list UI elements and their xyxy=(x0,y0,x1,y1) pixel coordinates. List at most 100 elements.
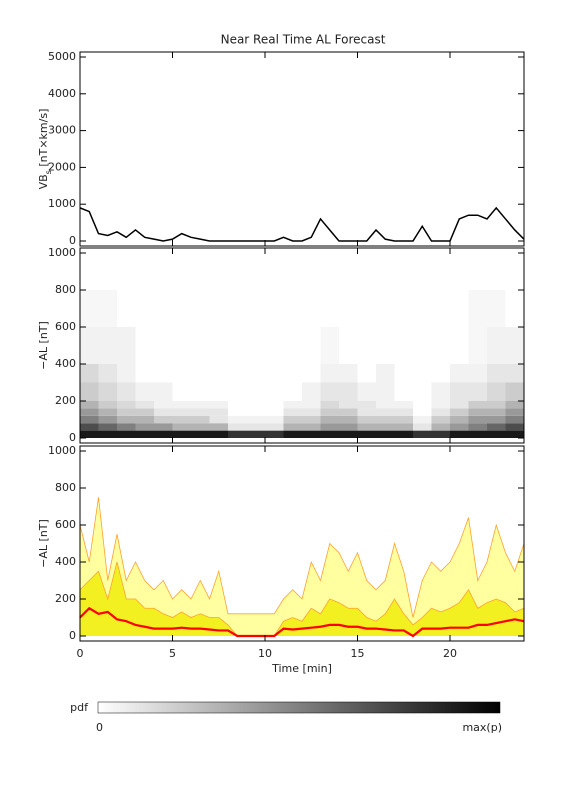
heat-cell xyxy=(357,364,376,383)
heat-cell xyxy=(302,290,321,327)
heat-cell xyxy=(468,327,487,364)
heat-cell xyxy=(505,401,524,409)
heat-cell xyxy=(450,364,469,383)
y-axis-label: −AL [nT] xyxy=(37,321,50,370)
heat-cell xyxy=(172,327,191,364)
y-axis-label: VBs [nT×km/s] xyxy=(37,109,53,190)
y-tick-label: 5000 xyxy=(48,50,76,63)
heat-cell xyxy=(246,327,265,364)
panel: 0 1000 2000 3000 4000 5000 VBs [nT×km/s] xyxy=(37,50,525,247)
heat-cell xyxy=(283,382,302,401)
heat-cell xyxy=(487,290,506,327)
heat-cell xyxy=(431,423,450,431)
heat-cell xyxy=(394,430,413,438)
heat-cell xyxy=(191,327,210,364)
heat-cell xyxy=(228,423,247,431)
heat-cell xyxy=(339,401,358,409)
heat-cell xyxy=(450,415,469,424)
heat-cell xyxy=(135,415,154,424)
y-tick-label: 2000 xyxy=(48,160,76,173)
area-band xyxy=(80,497,524,636)
heat-cell xyxy=(135,382,154,401)
area-edge xyxy=(79,497,525,618)
y-axis-label-part: −AL [nT] xyxy=(37,321,50,370)
heat-cell xyxy=(376,290,395,327)
y-tick-label: 600 xyxy=(55,518,76,531)
heat-cell xyxy=(246,430,265,438)
heat-cell xyxy=(135,423,154,431)
heat-cell xyxy=(450,401,469,409)
heat-cell xyxy=(80,401,99,409)
heat-cell xyxy=(376,382,395,401)
heat-cell xyxy=(265,423,284,431)
heat-cell xyxy=(80,408,99,416)
heat-cell xyxy=(468,408,487,416)
heat-cell xyxy=(117,327,136,364)
y-axis-label-part: s xyxy=(44,170,53,174)
heat-cell xyxy=(357,423,376,431)
y-tick-label: 1000 xyxy=(48,444,76,457)
heat-cell xyxy=(505,423,524,431)
data-line xyxy=(79,206,525,242)
y-tick-label: 400 xyxy=(55,555,76,568)
heat-cell xyxy=(376,430,395,438)
heat-cell xyxy=(228,430,247,438)
heat-cell xyxy=(283,327,302,364)
heat-cell xyxy=(265,408,284,416)
panel: 0 200 400 600 800 1000 0 5 10 15 20 −AL [nT] Time [m… xyxy=(37,444,525,675)
heat-cell xyxy=(394,401,413,409)
heat-cell xyxy=(209,382,228,401)
heat-cell xyxy=(505,415,524,424)
heat-cell xyxy=(154,430,173,438)
heat-cell xyxy=(320,290,339,327)
heat-cell xyxy=(98,401,117,409)
heat-cell xyxy=(172,364,191,383)
heat-cell xyxy=(320,415,339,424)
heat-cell xyxy=(450,290,469,327)
y-axis-label: −AL [nT] xyxy=(37,519,50,568)
colorbar-max: max(p) xyxy=(462,721,502,734)
heat-cell xyxy=(172,423,191,431)
heat-cell xyxy=(80,430,99,438)
heat-cell xyxy=(505,430,524,438)
heat-cell xyxy=(283,408,302,416)
heat-cell xyxy=(265,430,284,438)
heat-cell xyxy=(191,415,210,424)
heat-cell xyxy=(487,430,506,438)
y-tick-label: 0 xyxy=(69,629,76,642)
heat-cell xyxy=(413,382,432,401)
x-axis-label: Time [min] xyxy=(271,662,332,675)
y-tick-label: 600 xyxy=(55,320,76,333)
heat-cell xyxy=(394,364,413,383)
heat-cell xyxy=(191,382,210,401)
heat-cell xyxy=(246,415,265,424)
heat-cell xyxy=(209,430,228,438)
heat-cell xyxy=(172,430,191,438)
median-line xyxy=(79,606,525,638)
heat-cell xyxy=(302,382,321,401)
heat-cell xyxy=(228,290,247,327)
heat-cell xyxy=(487,327,506,364)
y-tick-label: 3000 xyxy=(48,124,76,137)
heat-cell xyxy=(431,364,450,383)
heat-cell xyxy=(320,408,339,416)
heat-cell xyxy=(468,382,487,401)
heat-cell xyxy=(376,408,395,416)
y-axis-label-part: [nT×km/s] xyxy=(37,109,50,171)
heat-cell xyxy=(413,401,432,409)
heat-cell xyxy=(413,290,432,327)
heat-cell xyxy=(320,364,339,383)
heat-cell xyxy=(191,408,210,416)
heat-cell xyxy=(265,382,284,401)
heat-cell xyxy=(209,423,228,431)
heat-cell xyxy=(172,415,191,424)
heat-cell xyxy=(413,415,432,424)
plot-frame xyxy=(79,51,525,247)
heat-cell xyxy=(339,408,358,416)
heat-cell xyxy=(394,408,413,416)
heat-cell xyxy=(283,423,302,431)
heat-cell xyxy=(357,415,376,424)
heat-cell xyxy=(431,290,450,327)
